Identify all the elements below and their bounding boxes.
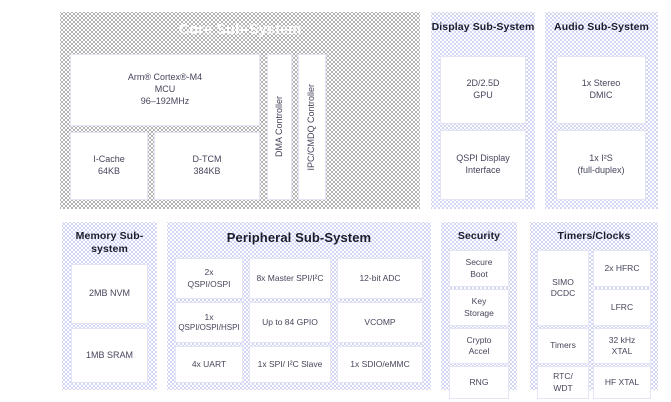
block-hfrc-label: 2x HFRC [604, 262, 640, 273]
block-timers-label: Timers [550, 340, 576, 351]
block-rtc-wdt-line2: WDT [553, 382, 573, 393]
block-gpu-line1: 2D/2.5D [466, 78, 500, 89]
block-simo-dcdc-line1: SIMO [552, 276, 574, 287]
block-adc: 12-bit ADC [337, 258, 423, 299]
block-secure-boot-line1: Secure [465, 257, 493, 268]
block-rng: RNG [449, 366, 509, 399]
block-uart: 4x UART [175, 346, 243, 383]
panel-memory-sub-system: Memory Sub-system 2MB NVM 1MB SRAM [62, 222, 157, 390]
block-dma-controller: DMA Controller [267, 54, 292, 200]
block-crypto-accel-line1: Crypto [466, 334, 492, 345]
block-qspi-display-interface-line2: Interface [465, 165, 501, 175]
block-ipc-cmdq-controller-label: IPC/CMDQ Controller [306, 83, 317, 171]
memory-sub-system-title-line1: Memory [75, 230, 117, 242]
block-qspi-display-interface-line1: QSPI Display [456, 153, 510, 164]
block-simo-dcdc: SIMO DCDC [537, 250, 589, 326]
block-simo-dcdc-line2: DCDC [550, 288, 576, 298]
block-secure-boot: Secure Boot [449, 250, 509, 287]
block-d-tcm: D-TCM 384KB [154, 132, 260, 200]
block-hfrc: 2x HFRC [593, 250, 651, 287]
block-ipc-cmdq-controller: IPC/CMDQ Controller [298, 54, 326, 200]
block-qspi-ospi-2x-line1: 2x [204, 267, 214, 278]
block-nvm: 2MB NVM [71, 264, 148, 324]
audio-sub-system-title-line2: Sub-System [587, 21, 649, 33]
block-crypto-accel-line2: Accel [468, 346, 490, 356]
display-sub-system-title-line1: Display [431, 21, 470, 33]
core-sub-system-title: Core Sub-System [178, 22, 302, 38]
block-mcu-line3: 96–192MHz [140, 95, 190, 106]
panel-display-sub-system: Display Sub-System 2D/2.5D GPU QSPI Disp… [431, 12, 535, 209]
audio-sub-system-title-line1: Audio [554, 21, 585, 33]
block-hf-xtal-label: HF XTAL [604, 376, 640, 387]
block-rtc-wdt-line1: RTC/ [553, 371, 573, 382]
block-spi-i2c-slave: 1x SPI/ I²C Slave [249, 346, 331, 383]
block-sram: 1MB SRAM [71, 328, 148, 383]
block-crypto-accel: Crypto Accel [449, 328, 509, 364]
block-master-spi-i2c-label: 8x Master SPI/I²C [256, 272, 324, 283]
panel-core-sub-system: Core Sub-System Arm® Cortex®-M4 MCU 96–1… [60, 12, 420, 209]
block-qspi-ospi-hspi-1x: 1x QSPI/OSPI/HSPI [175, 302, 243, 343]
block-timers: Timers [537, 328, 589, 364]
block-i2s-line1: 1x I²S [589, 153, 613, 164]
block-master-spi-i2c: 8x Master SPI/I²C [249, 258, 331, 299]
block-i-cache-line1: I-Cache [93, 154, 125, 165]
block-vcomp: VCOMP [337, 302, 423, 343]
timers-clocks-title: Timers/Clocks [557, 230, 631, 242]
block-uart-label: 4x UART [191, 358, 227, 369]
peripheral-sub-system-title: Peripheral Sub-System [226, 230, 372, 245]
block-adc-label: 12-bit ADC [359, 272, 401, 283]
block-key-storage-line2: Storage [464, 307, 494, 318]
block-lfrc-label: LFRC [610, 301, 634, 312]
block-rtc-wdt: RTC/ WDT [537, 366, 589, 399]
block-32khz-xtal: 32 kHz XTAL [593, 328, 651, 364]
block-32khz-xtal-line1: 32 kHz [608, 334, 636, 345]
block-i-cache: I-Cache 64KB [70, 132, 148, 200]
block-d-tcm-line1: D-TCM [192, 154, 222, 165]
block-secure-boot-line2: Boot [470, 268, 488, 279]
block-sdio-emmc: 1x SDIO/eMMC [337, 346, 423, 383]
block-nvm-label: 2MB NVM [88, 288, 130, 299]
block-gpio: Up to 84 GPIO [249, 302, 331, 343]
block-i2s: 1x I²S (full-duplex) [556, 130, 646, 200]
block-mcu: Arm® Cortex®-M4 MCU 96–192MHz [70, 54, 260, 126]
display-sub-system-title-line2: Sub-System [472, 21, 535, 33]
block-dma-controller-label: DMA Controller [273, 96, 284, 158]
block-i2s-line2: (full-duplex) [577, 165, 625, 175]
block-spi-i2c-slave-label: 1x SPI/ I²C Slave [257, 358, 323, 369]
block-i-cache-line2: 64KB [97, 166, 120, 176]
block-gpu-line2: GPU [473, 90, 493, 100]
block-rng-label: RNG [469, 376, 489, 387]
block-qspi-display-interface: QSPI Display Interface [440, 130, 526, 200]
panel-timers-clocks: Timers/Clocks SIMO DCDC Timers RTC/ WDT … [530, 222, 658, 399]
block-qspi-ospi-hspi-1x-line2: QSPI/OSPI/HSPI [178, 322, 240, 332]
panel-security: Security Secure Boot Key Storage Crypto … [441, 222, 517, 399]
block-vcomp-label: VCOMP [364, 316, 396, 327]
block-qspi-ospi-hspi-1x-line1: 1x [204, 311, 214, 322]
block-lfrc: LFRC [593, 289, 651, 326]
block-hf-xtal: HF XTAL [593, 366, 651, 399]
block-mcu-line1: Arm® Cortex®-M4 [127, 72, 203, 83]
block-gpio-label: Up to 84 GPIO [262, 316, 318, 327]
block-sdio-emmc-label: 1x SDIO/eMMC [350, 358, 410, 369]
memory-sub-system-title-line2: Sub-system [91, 230, 144, 255]
block-stereo-dmic: 1x Stereo DMIC [556, 56, 646, 124]
block-gpu: 2D/2.5D GPU [440, 56, 526, 124]
block-stereo-dmic-line1: 1x Stereo [581, 78, 621, 89]
block-qspi-ospi-2x: 2x QSPI/OSPI [175, 258, 243, 299]
panel-peripheral-sub-system: Peripheral Sub-System 2x QSPI/OSPI 8x Ma… [167, 222, 431, 390]
block-stereo-dmic-line2: DMIC [589, 90, 613, 100]
block-key-storage: Key Storage [449, 289, 509, 326]
block-qspi-ospi-2x-line2: QSPI/OSPI [187, 278, 231, 289]
block-key-storage-line1: Key [471, 296, 487, 307]
block-sram-label: 1MB SRAM [85, 349, 133, 360]
block-mcu-line2: MCU [154, 84, 176, 95]
panel-audio-sub-system: Audio Sub-System 1x Stereo DMIC 1x I²S (… [545, 12, 658, 209]
security-title: Security [457, 230, 501, 242]
block-d-tcm-line2: 384KB [193, 166, 221, 176]
block-32khz-xtal-line2: XTAL [611, 346, 633, 356]
